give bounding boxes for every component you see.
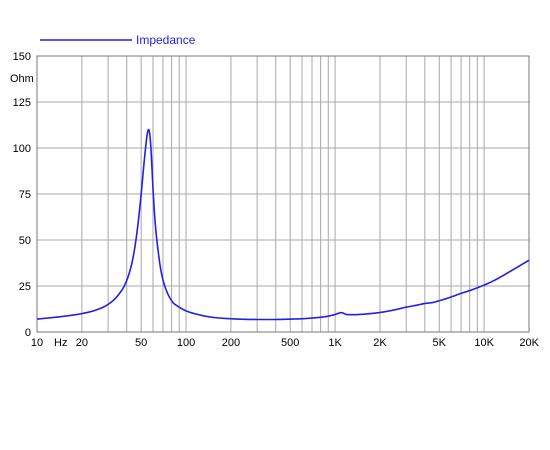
x-tick-label: 200: [222, 337, 240, 349]
x-unit-label: Hz: [54, 337, 67, 349]
legend: Impedance: [40, 33, 196, 47]
legend-label-impedance: Impedance: [136, 33, 196, 47]
x-tick-label: 2K: [373, 337, 387, 349]
y-tick-label: 75: [19, 189, 31, 201]
x-tick-label: 20K: [519, 337, 539, 349]
x-axis-labels: 10 20 50 100 200 500 1K 2K 5K 10K 20K: [31, 337, 540, 349]
y-axis-labels: 0 25 50 75 100 125 150: [13, 51, 31, 339]
series-layer: [36, 128, 530, 321]
x-tick-label: 50: [135, 337, 147, 349]
y-tick-label: 0: [25, 327, 31, 339]
x-tick-label: 5K: [433, 337, 447, 349]
y-tick-label: 100: [13, 143, 31, 155]
x-tick-label: 20: [76, 337, 88, 349]
plot-border: [36, 55, 530, 333]
x-tick-label: 500: [281, 337, 299, 349]
x-tick-label: 10K: [474, 337, 494, 349]
x-tick-label: 100: [177, 337, 195, 349]
y-tick-label: 125: [13, 97, 31, 109]
x-tick-label: 1K: [328, 337, 342, 349]
y-tick-label: 25: [19, 281, 31, 293]
chart-grid: [36, 55, 530, 333]
y-tick-label: 150: [13, 51, 31, 63]
x-tick-label: 10: [31, 337, 43, 349]
y-tick-label: 50: [19, 235, 31, 247]
plot-frame: [36, 55, 530, 333]
y-unit-label: Ohm: [10, 73, 34, 85]
series-line-impedance: [36, 128, 530, 321]
